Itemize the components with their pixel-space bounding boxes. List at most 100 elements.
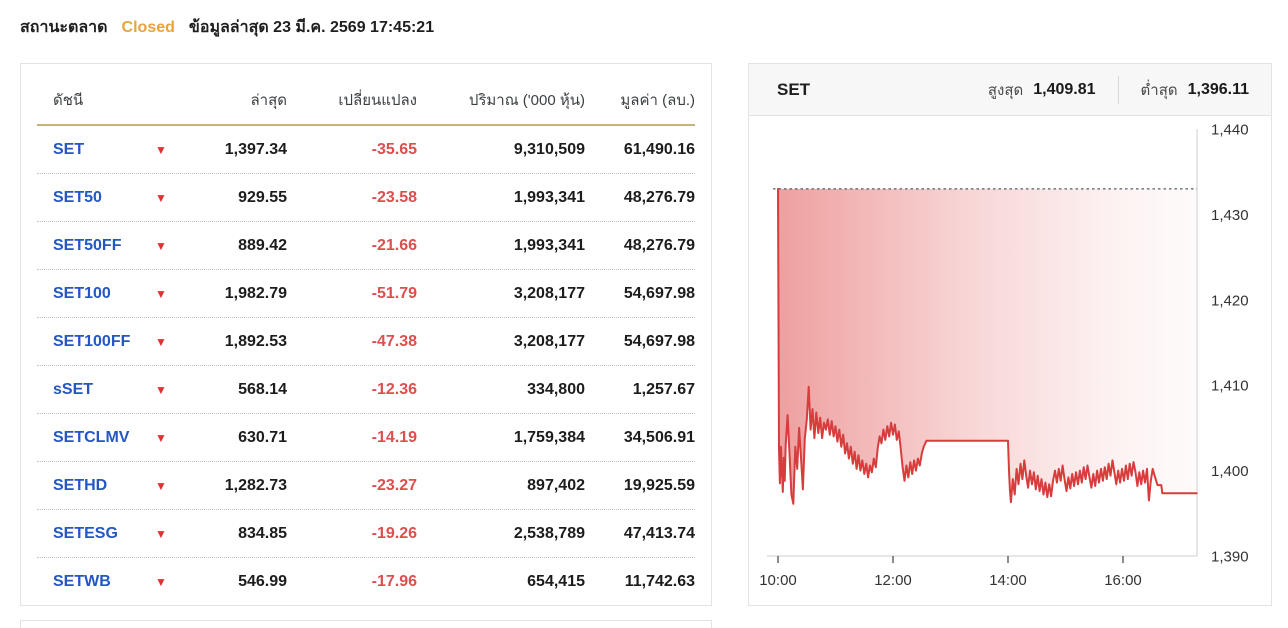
low-label: ต่ำสุด bbox=[1140, 81, 1178, 99]
last-value-cell: 889.42 bbox=[238, 236, 287, 254]
last-value-cell: 1,282.73 bbox=[224, 476, 287, 494]
change-value-cell: -19.26 bbox=[371, 524, 417, 542]
svg-text:14:00: 14:00 bbox=[989, 572, 1027, 589]
change-value-cell: -14.19 bbox=[371, 428, 417, 446]
table-row: SET50 ▼ 929.55 -23.58 1,993,341 48,276.79 bbox=[37, 174, 695, 222]
column-header-last: ล่าสุด bbox=[250, 92, 287, 109]
value-cell: 61,490.16 bbox=[623, 140, 695, 158]
svg-text:1,390: 1,390 bbox=[1211, 549, 1249, 566]
table-row: SET50FF ▼ 889.42 -21.66 1,993,341 48,276.79 bbox=[37, 222, 695, 270]
chart-header: SET สูงสุด 1,409.81 ต่ำสุด 1,396.11 bbox=[749, 64, 1271, 116]
column-header-value: มูลค่า (ลบ.) bbox=[620, 92, 695, 109]
svg-text:1,440: 1,440 bbox=[1211, 122, 1249, 139]
last-value-cell: 630.71 bbox=[238, 428, 287, 446]
svg-text:1,400: 1,400 bbox=[1211, 463, 1249, 480]
index-link[interactable]: SET50FF bbox=[53, 236, 122, 254]
value-cell: 54,697.98 bbox=[623, 284, 695, 302]
svg-text:12:00: 12:00 bbox=[874, 572, 912, 589]
index-link[interactable]: SETCLMV bbox=[53, 428, 130, 446]
volume-cell: 897,402 bbox=[527, 476, 585, 494]
index-link[interactable]: SET100 bbox=[53, 284, 111, 302]
value-cell: 47,413.74 bbox=[623, 524, 695, 542]
svg-text:10:00: 10:00 bbox=[759, 572, 797, 589]
table-row: SET ▼ 1,397.34 -35.65 9,310,509 61,490.16 bbox=[37, 126, 695, 174]
last-value-cell: 834.85 bbox=[238, 524, 287, 542]
last-value-cell: 546.99 bbox=[238, 573, 287, 590]
volume-cell: 1,993,341 bbox=[513, 188, 585, 206]
index-link[interactable]: SET bbox=[53, 140, 85, 158]
down-triangle-icon: ▼ bbox=[155, 478, 167, 493]
last-value-cell: 1,982.79 bbox=[224, 284, 287, 302]
down-triangle-icon: ▼ bbox=[155, 190, 167, 205]
change-value-cell: -21.66 bbox=[371, 236, 417, 254]
last-value-cell: 1,892.53 bbox=[224, 332, 287, 350]
index-link[interactable]: sSET bbox=[53, 380, 94, 398]
volume-cell: 3,208,177 bbox=[513, 332, 585, 350]
next-panel-stub bbox=[20, 620, 712, 628]
down-triangle-icon: ▼ bbox=[155, 334, 167, 349]
down-triangle-icon: ▼ bbox=[155, 142, 167, 157]
down-triangle-icon: ▼ bbox=[155, 526, 167, 541]
last-value-cell: 929.55 bbox=[238, 188, 287, 206]
change-value-cell: -23.27 bbox=[371, 476, 417, 494]
down-triangle-icon: ▼ bbox=[155, 575, 167, 589]
table-row: SETESG ▼ 834.85 -19.26 2,538,789 47,413.74 bbox=[37, 510, 695, 558]
volume-cell: 654,415 bbox=[527, 573, 585, 590]
down-triangle-icon: ▼ bbox=[155, 238, 167, 253]
last-value-cell: 1,397.34 bbox=[224, 140, 287, 158]
header-divider bbox=[1117, 75, 1119, 104]
down-triangle-icon: ▼ bbox=[155, 382, 167, 397]
market-status-label: สถานะตลาด bbox=[20, 19, 108, 36]
svg-text:1,430: 1,430 bbox=[1211, 207, 1249, 224]
index-link[interactable]: SETHD bbox=[53, 476, 108, 494]
index-table-body: SET ▼ 1,397.34 -35.65 9,310,509 61,490.16 SET5… bbox=[37, 126, 695, 606]
index-link[interactable]: SET50 bbox=[53, 188, 102, 206]
table-row: sSET ▼ 568.14 -12.36 334,800 1,257.67 bbox=[37, 366, 695, 414]
value-cell: 54,697.98 bbox=[623, 332, 695, 350]
change-value-cell: -35.65 bbox=[371, 140, 417, 158]
index-table-header: ดัชนี ล่าสุด เปลี่ยนแปลง ปริมาณ ('000 หุ… bbox=[37, 78, 695, 126]
change-value-cell: -47.38 bbox=[371, 332, 417, 350]
change-value-cell: -12.36 bbox=[371, 380, 417, 398]
chart-panel: SET สูงสุด 1,409.81 ต่ำสุด 1,396.11 1,44… bbox=[748, 63, 1272, 606]
volume-cell: 1,993,341 bbox=[513, 236, 585, 254]
volume-cell: 2,538,789 bbox=[513, 524, 585, 542]
volume-cell: 334,800 bbox=[527, 380, 585, 398]
intraday-line-chart: 1,440 1,430 1,420 1,410 1,400 1,390 10:00 12:00… bbox=[759, 122, 1249, 590]
column-header-volume: ปริมาณ ('000 หุ้น) bbox=[468, 92, 585, 109]
table-row: SET100 ▼ 1,982.79 -51.79 3,208,177 54,697.98 bbox=[37, 270, 695, 318]
last-value-cell: 568.14 bbox=[238, 380, 287, 398]
index-table-panel: ดัชนี ล่าสุด เปลี่ยนแปลง ปริมาณ ('000 หุ… bbox=[20, 63, 712, 606]
change-value-cell: -23.58 bbox=[371, 188, 417, 206]
index-link[interactable]: SET100FF bbox=[53, 332, 131, 350]
value-cell: 1,257.67 bbox=[632, 380, 695, 398]
index-link[interactable]: SETWB bbox=[53, 573, 111, 590]
last-updated-text: ข้อมูลล่าสุด 23 มี.ค. 2569 17:45:21 bbox=[188, 19, 435, 36]
value-cell: 34,506.91 bbox=[623, 428, 695, 446]
svg-text:16:00: 16:00 bbox=[1104, 572, 1142, 589]
down-triangle-icon: ▼ bbox=[155, 430, 167, 445]
value-cell: 48,276.79 bbox=[623, 236, 695, 254]
volume-cell: 1,759,384 bbox=[513, 428, 585, 446]
chart-body: 1,440 1,430 1,420 1,410 1,400 1,390 10:00 12:00… bbox=[749, 116, 1271, 605]
index-link[interactable]: SETESG bbox=[53, 524, 118, 542]
change-value-cell: -51.79 bbox=[371, 284, 417, 302]
high-low-group: สูงสุด 1,409.81 ต่ำสุด 1,396.11 bbox=[988, 75, 1271, 104]
low-value: 1,396.11 bbox=[1187, 80, 1249, 98]
table-row: SETHD ▼ 1,282.73 -23.27 897,402 19,925.59 bbox=[37, 462, 695, 510]
value-cell: 48,276.79 bbox=[623, 188, 695, 206]
volume-cell: 3,208,177 bbox=[513, 284, 585, 302]
value-cell: 19,925.59 bbox=[623, 476, 695, 494]
column-header-index: ดัชนี bbox=[53, 92, 84, 109]
market-status-value: Closed bbox=[121, 19, 175, 36]
value-cell: 11,742.63 bbox=[624, 573, 695, 590]
column-header-change: เปลี่ยนแปลง bbox=[338, 92, 417, 109]
high-value: 1,409.81 bbox=[1033, 80, 1096, 98]
market-status-bar: สถานะตลาด Closed ข้อมูลล่าสุด 23 มี.ค. 256… bbox=[20, 15, 434, 40]
table-row: SETWB ▼ 546.99 -17.96 654,415 11,742.63 bbox=[37, 558, 695, 606]
table-row: SET100FF ▼ 1,892.53 -47.38 3,208,177 54,697.9… bbox=[37, 318, 695, 366]
svg-text:1,420: 1,420 bbox=[1211, 292, 1249, 309]
change-value-cell: -17.96 bbox=[371, 573, 417, 590]
table-row: SETCLMV ▼ 630.71 -14.19 1,759,384 34,506.91 bbox=[37, 414, 695, 462]
